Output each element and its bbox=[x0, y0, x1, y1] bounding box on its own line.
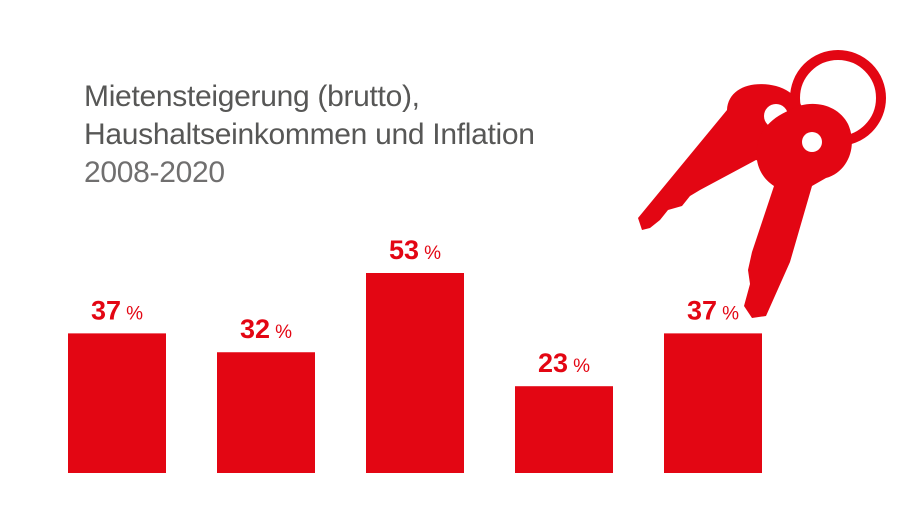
value-labels-group: 37 % 32 % 53 % 23 % 37% bbox=[91, 235, 739, 378]
bar-value-label-2: 32% bbox=[240, 314, 292, 344]
key-right bbox=[744, 103, 852, 318]
bar-4 bbox=[515, 386, 613, 473]
bar-value-label-1: 37% bbox=[91, 295, 143, 325]
chart-title-line-1: Mietensteigerung (brutto), bbox=[84, 80, 420, 113]
bar-value-label-5: 37% bbox=[687, 295, 739, 325]
bar-5 bbox=[664, 333, 762, 473]
bar-value-label-4: 23% bbox=[538, 348, 590, 378]
bar-value-label-3: 53% bbox=[389, 235, 441, 265]
chart-title-block: Mietensteigerung (brutto), Haushaltseink… bbox=[84, 78, 535, 192]
chart-title-line-2: Haushaltseinkommen und Inflation bbox=[84, 118, 535, 151]
chart-period: 2008-2020 bbox=[84, 156, 225, 189]
bar-3 bbox=[366, 273, 464, 473]
bar-2 bbox=[217, 352, 315, 473]
bars-group bbox=[68, 273, 762, 473]
keys-icon bbox=[638, 50, 886, 318]
bar-1 bbox=[68, 333, 166, 473]
